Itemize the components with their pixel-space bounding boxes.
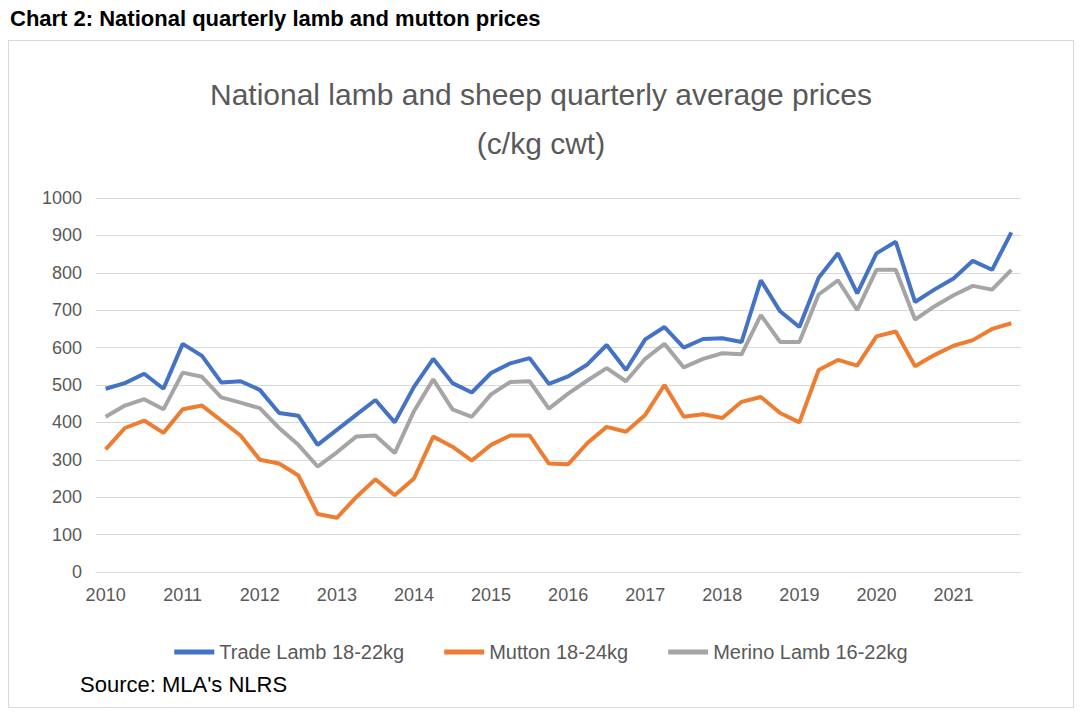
svg-text:300: 300 (52, 450, 82, 470)
svg-text:700: 700 (52, 300, 82, 320)
svg-text:2015: 2015 (471, 585, 511, 605)
html-text:Chart 2: National quarterly la: Chart 2: National quarterly lamb and mut… (10, 6, 541, 31)
svg-text:600: 600 (52, 338, 82, 358)
svg-text:Mutton 18-24kg: Mutton 18-24kg (489, 641, 628, 663)
svg-text:200: 200 (52, 487, 82, 507)
svg-text:2010: 2010 (86, 585, 126, 605)
svg-text:2021: 2021 (934, 585, 974, 605)
svg-text:900: 900 (52, 225, 82, 245)
svg-text:(c/kg cwt): (c/kg cwt) (477, 127, 605, 160)
svg-text:2019: 2019 (779, 585, 819, 605)
svg-text:2013: 2013 (317, 585, 357, 605)
svg-text:Merino Lamb 16-22kg: Merino Lamb 16-22kg (713, 641, 908, 663)
html-text:Source: MLA's NLRS: Source: MLA's NLRS (80, 672, 288, 697)
svg-text:100: 100 (52, 525, 82, 545)
svg-text:National lamb and sheep quarte: National lamb and sheep quarterly averag… (210, 78, 872, 111)
svg-text:800: 800 (52, 263, 82, 283)
svg-text:2012: 2012 (240, 585, 280, 605)
svg-text:Trade Lamb 18-22kg: Trade Lamb 18-22kg (219, 641, 404, 663)
svg-text:400: 400 (52, 412, 82, 432)
svg-text:2017: 2017 (625, 585, 665, 605)
svg-text:2018: 2018 (702, 585, 742, 605)
svg-text:2016: 2016 (548, 585, 588, 605)
svg-text:2020: 2020 (856, 585, 896, 605)
svg-text:500: 500 (52, 375, 82, 395)
svg-text:2014: 2014 (394, 585, 434, 605)
svg-text:0: 0 (72, 562, 82, 582)
svg-text:1000: 1000 (42, 188, 82, 208)
svg-text:2011: 2011 (163, 585, 202, 605)
